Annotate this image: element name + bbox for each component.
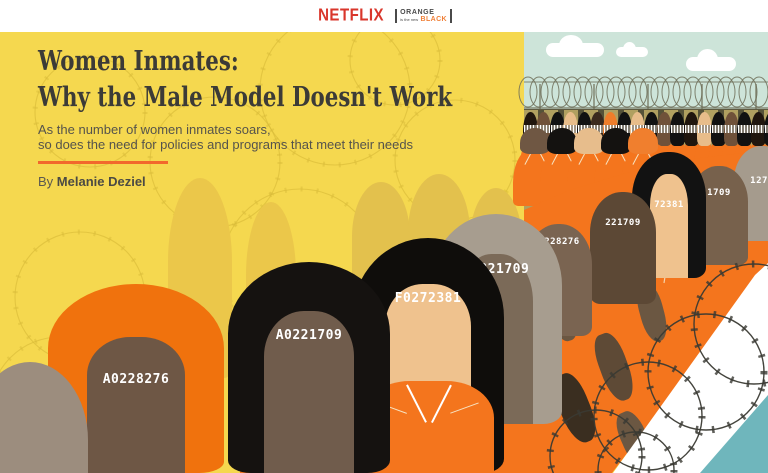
inmate-id-number: 72381 [654, 200, 684, 210]
seam-line [578, 153, 585, 165]
row-head [683, 112, 699, 146]
seam-line [431, 384, 452, 423]
inmate-id-number: 1709 [707, 188, 731, 198]
row-head-number-band [738, 125, 752, 133]
row-head-number-band [711, 125, 725, 133]
row-head [710, 112, 726, 146]
subtitle: As the number of women inmates soars, so… [38, 122, 562, 152]
row-head-number-band [684, 125, 698, 133]
logo-text-stack: ORANGE is the new BLACK [397, 8, 450, 24]
logo-left-bar [395, 9, 398, 23]
seam-line [605, 153, 612, 165]
logo-right-bar [450, 9, 453, 23]
row-head [724, 112, 739, 146]
row-head [670, 112, 686, 146]
row-head [750, 112, 766, 146]
inmate-id-number: 0228276 [538, 237, 580, 247]
cloud-bump [623, 41, 637, 57]
site-header: NETFLIX ORANGE is the new BLACK [0, 0, 768, 33]
netflix-logo[interactable]: NETFLIX [318, 5, 385, 25]
hero-illustration: Women Inmates: Why the Male Model Doesn'… [0, 32, 768, 473]
arm-silhouette [610, 407, 660, 473]
arm-silhouette [588, 329, 640, 405]
cloud-bump [558, 35, 584, 57]
row-head-number-band [751, 125, 765, 133]
razor-coil [693, 263, 768, 385]
row-head [547, 128, 577, 154]
row-head-number-band [537, 125, 551, 133]
byline-author: Melanie Deziel [56, 174, 146, 189]
article-header: Women Inmates: Why the Male Model Doesn'… [38, 44, 562, 189]
inmate-figure: A0221709 [228, 262, 390, 473]
cloud-bump [697, 49, 718, 71]
inmate-id-number: A0228276 [102, 372, 170, 387]
row-head-number-band [765, 125, 768, 133]
row-head-number-band [644, 125, 658, 133]
row-head [628, 128, 658, 154]
hair-inner-panel [263, 311, 355, 473]
row-head [697, 112, 713, 146]
row-head [601, 128, 631, 154]
page-title-line1: Women Inmates: [38, 46, 239, 77]
accent-rule [38, 161, 168, 164]
logo-orange-text: ORANGE [400, 9, 435, 16]
logo-is-the-new-text: is the new [400, 17, 419, 22]
subtitle-line2: so does the need for policies and progra… [38, 137, 414, 152]
inmate-id-number: 1276 [750, 176, 768, 186]
hair-inner-panel [86, 337, 186, 473]
row-head-number-band [564, 125, 578, 133]
logo-black-text: is the new BLACK [400, 16, 447, 23]
row-head-number-band [698, 125, 712, 133]
hair [590, 192, 656, 304]
byline-prefix: By [38, 174, 57, 189]
row-head [657, 112, 672, 146]
row-head [574, 128, 604, 154]
row-head-number-band [725, 125, 738, 133]
cloud [686, 49, 736, 71]
orange-is-the-new-black-logo[interactable]: ORANGE is the new BLACK [395, 8, 453, 24]
inmate-id-number: F0272381 [394, 291, 462, 306]
byline: By Melanie Deziel [38, 174, 562, 189]
seam-line [450, 402, 479, 414]
page-title-line2: Why the Male Model Doesn't Work [38, 82, 453, 113]
row-head [737, 112, 753, 146]
inmate-figure: 221709 [590, 192, 656, 304]
razor-coil-barbs [690, 260, 768, 388]
row-head [520, 128, 550, 154]
row-head-number-band [671, 125, 685, 133]
cloud [616, 41, 648, 57]
row-head [764, 112, 768, 146]
row-head-number-band [591, 125, 604, 133]
hair-inner-panel [649, 174, 689, 278]
logo-black-word: BLACK [420, 16, 448, 23]
row-head-number-band [617, 125, 631, 133]
inmate-id-number: A0221709 [275, 328, 343, 343]
cloud [546, 35, 604, 57]
seam-line [406, 384, 427, 423]
subtitle-line1: As the number of women inmates soars, [38, 122, 271, 137]
row-head-number-band [658, 125, 671, 133]
inmate-id-number: 221709 [605, 218, 641, 228]
